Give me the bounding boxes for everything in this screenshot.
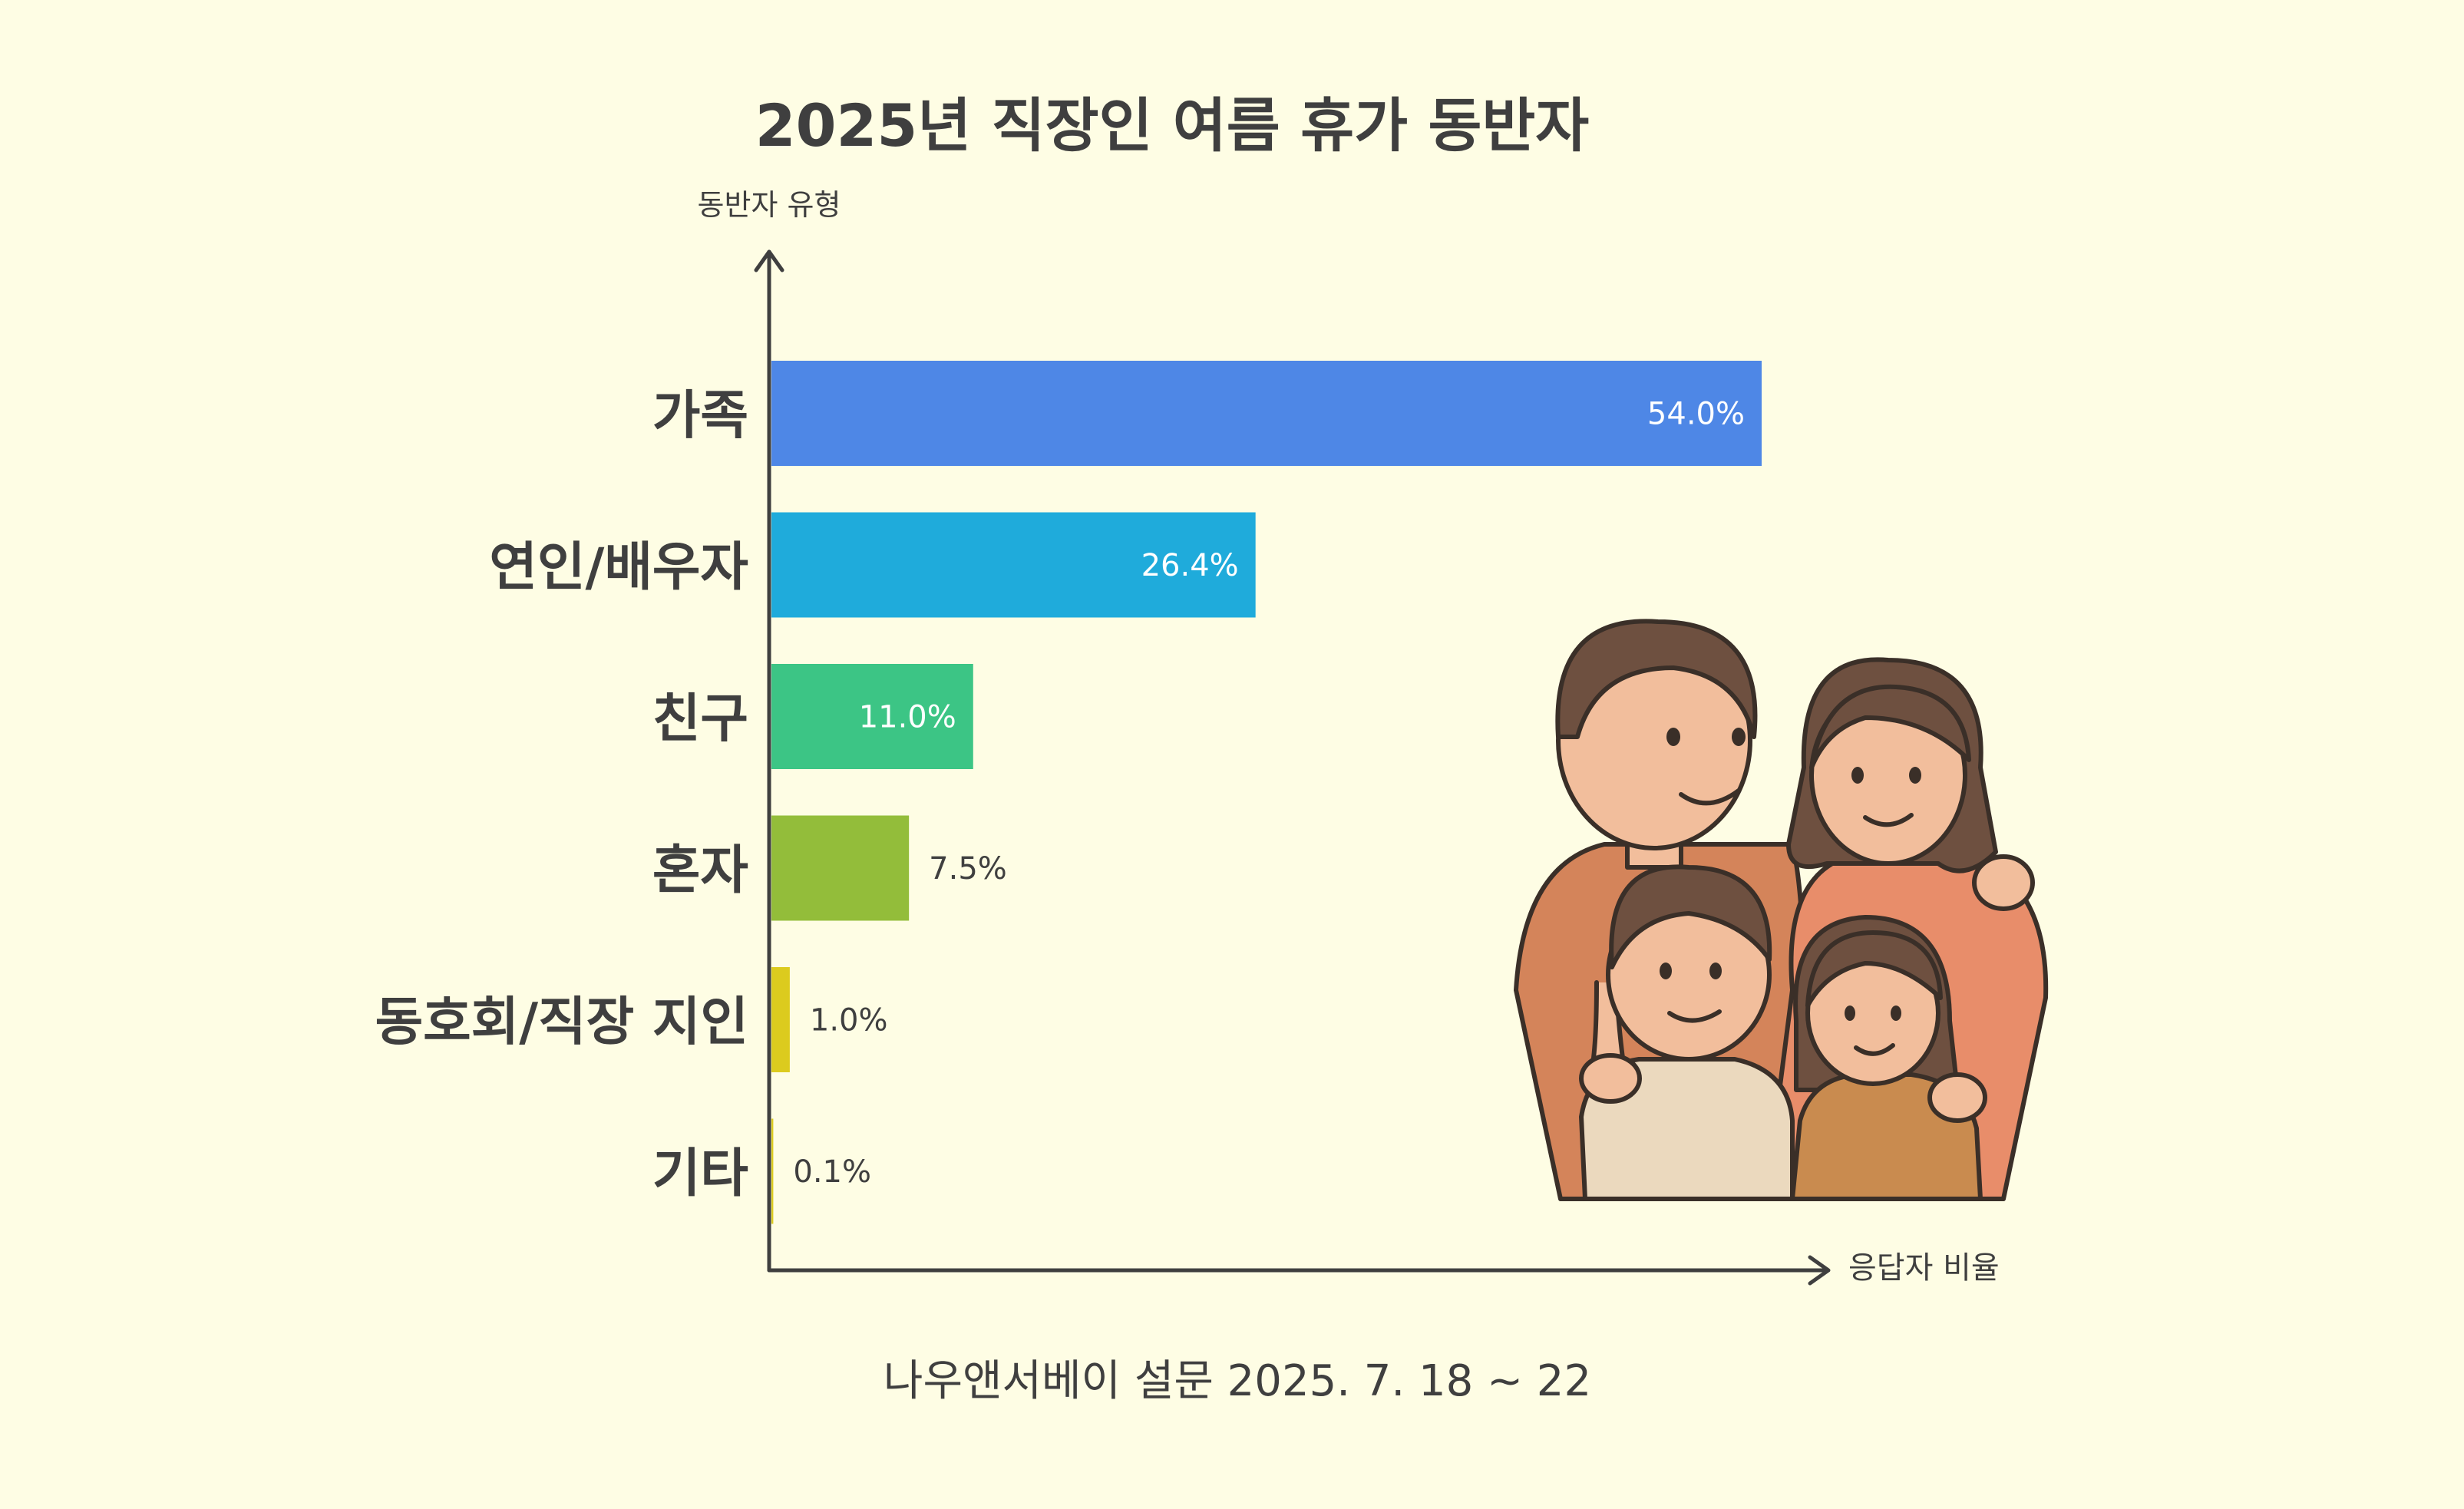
bar [771,1118,774,1224]
bar-value-label: 0.1% [793,1154,871,1190]
bars: 가족 54.0% 연인/배우자 26.4% 친구 11.0% 혼자 7.5% 동호회/직장 지인… [375,361,1762,1224]
y-axis-label: 동반자 유형 [698,188,841,222]
bar-value-label: 26.4% [1141,548,1239,583]
category-label: 기타 [652,1144,748,1204]
category-label: 친구 [652,689,748,750]
x-axis-arrow [1808,1255,1831,1286]
bar [771,361,1762,466]
bar-value-label: 7.5% [929,851,1007,887]
bar-value-label: 1.0% [810,1003,888,1038]
category-label: 동호회/직장 지인 [375,992,748,1053]
category-label: 가족 [652,386,748,447]
bar [771,967,790,1072]
x-axis-label: 응답자 비율 [1848,1250,2000,1286]
category-label: 혼자 [652,840,748,901]
family-illustration-icon [1514,619,2049,1201]
source-note: 나우앤서베이 설문 2025. 7. 18 ~ 22 [884,1356,1591,1406]
category-label: 연인/배우자 [489,537,748,598]
bar-value-label: 11.0% [859,700,956,735]
bar [771,664,973,769]
bar [771,815,910,921]
bar [771,512,1256,618]
axes [754,249,1831,1286]
y-axis-arrow [754,249,784,272]
bar-value-label: 54.0% [1647,397,1745,432]
chart-title: 2025년 직장인 여름 휴가 동반자 [755,91,1590,160]
